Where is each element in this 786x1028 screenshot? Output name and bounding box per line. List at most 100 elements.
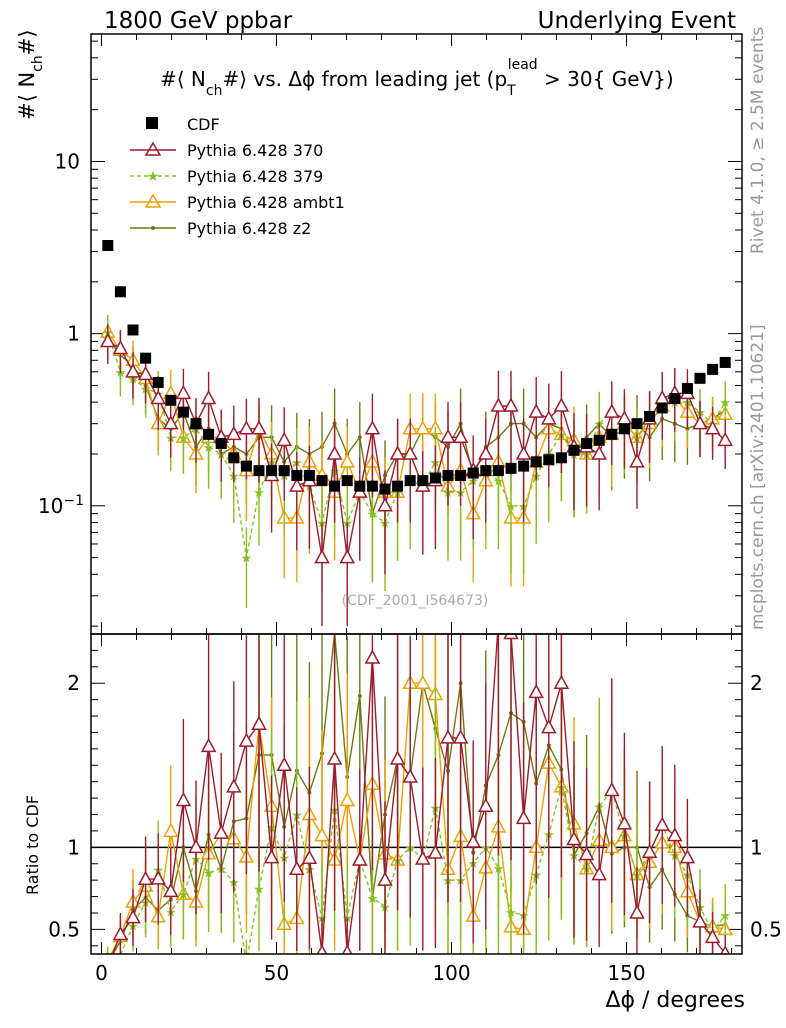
ratio-y-tick-label-right: 0.5 [750,917,782,941]
legend: CDF Pythia 6.428 370 ★ Pythia 6.428 379 … [130,115,345,238]
ratio-point-370 [301,849,318,865]
ratio-axis-ticks: 0 50 100 150 0.5 0.5 1 1 2 2 [48,634,782,985]
ratio-point-370 [629,904,645,919]
data-point-cdf [278,465,290,477]
data-point-cdf [467,467,479,479]
main-y-tick-label: 10−1 [38,493,84,518]
ratio-y-tick-label: 1 [67,835,80,859]
ratio-point-370 [402,768,418,783]
ratio-point-ambt1 [415,674,431,689]
ratio-point-370 [415,850,431,865]
data-point-370 [163,415,179,430]
data-point-370 [389,445,406,460]
legend-label-z2: Pythia 6.428 z2 [187,219,311,238]
data-point-379: ★ [253,486,265,501]
data-point-cdf [568,444,580,456]
data-point-cdf [480,465,492,477]
ratio-point-379: ★ [719,909,731,924]
data-point-cdf [266,465,278,477]
data-point-cdf [656,402,668,414]
data-point-370 [377,497,393,512]
legend-marker-379: ★ [147,169,160,185]
data-point-cdf [694,372,706,384]
data-point-cdf [417,475,429,487]
data-point-cdf [228,452,240,464]
x-tick-label: 0 [95,961,108,985]
legend-marker-ambt1 [144,193,162,208]
data-point-cdf [316,475,328,487]
data-point-370 [704,420,721,435]
ratio-point-370 [704,928,721,944]
data-point-370 [112,339,129,355]
data-point-370 [452,428,469,444]
main-y-axis-label: #⟨ Nch#⟩ [15,29,46,120]
data-point-370 [604,403,620,418]
data-point-z2 [357,435,362,440]
ratio-point-370 [528,683,544,699]
data-point-cdf [442,469,454,481]
ratio-point-370 [452,729,469,744]
x-tick-label: 150 [607,961,645,985]
data-point-370 [200,389,217,405]
ratio-point-370 [591,866,607,881]
ratio-point-379: ★ [367,892,379,907]
data-point-cdf [543,454,555,466]
ratio-point-370 [188,838,204,854]
ratio-point-370 [440,729,456,744]
ratio-point-370 [541,719,557,734]
ratio-point-ambt1 [339,791,355,807]
plot-title: #⟨ Nch#⟩ vs. Δϕ from leading jet (pTlead… [160,57,674,99]
main-y-tick-label: 10 [55,149,80,173]
data-point-cdf [707,363,719,375]
data-point-cdf [593,434,605,446]
data-point-370 [490,397,507,412]
data-point-370 [175,384,192,400]
data-point-cdf [555,452,567,464]
data-point-370 [515,445,532,460]
data-point-370 [339,549,355,564]
data-point-cdf [354,480,366,492]
ratio-point-370 [316,944,328,954]
data-point-cdf [203,428,215,440]
ratio-point-370 [213,824,229,839]
series-line-370 [107,340,726,558]
data-point-370 [717,431,733,447]
ratio-point-370 [163,882,179,898]
header-energy-label: 1800 GeV ppbar [104,8,293,34]
ratio-point-370 [251,715,267,731]
ratio-point-ambt1 [163,822,179,838]
data-point-cdf [379,483,391,495]
ratio-point-z2 [357,693,362,698]
ratio-series-layer: ★ ★★★★★★★ ★★★★★★★★★★★★★★★★★ ★★★★★ ★★★★★★★★★★… [102,634,733,954]
data-point-cdf [606,428,618,440]
ratio-y-tick-label: 2 [67,671,80,695]
ratio-point-370 [667,827,683,842]
data-point-cdf [618,423,630,435]
data-point-cdf [530,456,542,468]
data-point-cdf [631,418,643,430]
data-point-370 [591,445,607,460]
ratio-point-370 [692,913,708,928]
data-point-ambt1 [415,420,431,435]
ratio-point-370 [427,844,444,859]
ratio-point-370 [641,843,658,859]
data-point-370 [541,410,557,425]
legend-label-cdf: CDF [187,115,220,134]
data-point-379: ★ [367,508,379,523]
ratio-line-370 [111,634,726,954]
data-point-cdf [114,286,126,298]
data-point-cdf [366,480,378,492]
data-point-cdf [719,356,731,368]
ratio-point-370 [578,845,595,861]
ratio-y-axis-label: Ratio to CDF [23,795,42,895]
ratio-plot-frame [90,633,743,955]
ratio-point-370 [200,737,217,753]
ratio-point-379: ★ [253,882,265,897]
rivet-version-label: Rivet 4.1.0, ≥ 2.5M events [748,27,768,254]
ratio-point-370 [352,851,368,866]
data-point-cdf [240,460,252,472]
ratio-point-379: ★ [178,888,190,903]
data-point-370 [226,425,242,441]
ratio-point-370 [604,781,620,797]
ratio-point-370 [150,870,166,885]
